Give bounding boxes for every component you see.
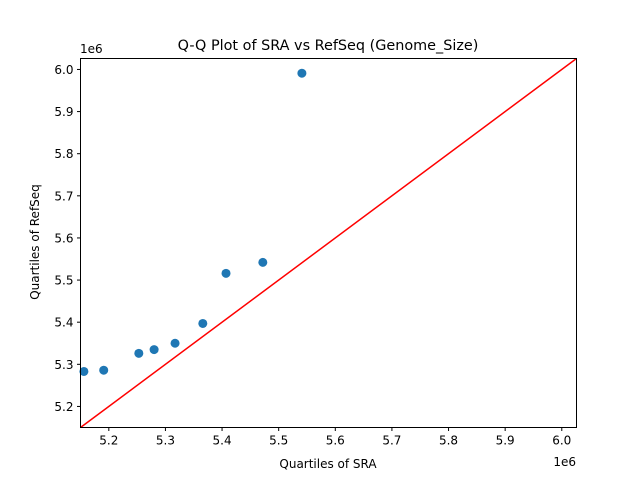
x-tick-label: 5.2 bbox=[99, 434, 118, 448]
x-tick-label: 6.0 bbox=[552, 434, 571, 448]
x-tick-label: 5.7 bbox=[382, 434, 401, 448]
plot-area-frame bbox=[80, 58, 577, 428]
y-tick-label: 5.2 bbox=[54, 400, 73, 414]
x-tick-label: 5.9 bbox=[496, 434, 515, 448]
data-point bbox=[79, 366, 89, 376]
x-tick-label: 5.3 bbox=[156, 434, 175, 448]
x-axis-label: Quartiles of SRA bbox=[279, 457, 377, 471]
data-point bbox=[258, 257, 268, 267]
x-tick-label: 5.6 bbox=[326, 434, 345, 448]
y-tick-label: 5.8 bbox=[54, 147, 73, 161]
reference-line bbox=[80, 57, 577, 429]
x-tick-label: 5.5 bbox=[269, 434, 288, 448]
y-tick-label: 5.4 bbox=[54, 316, 73, 330]
x-offset-label: 1e6 bbox=[553, 455, 576, 469]
data-point bbox=[198, 318, 208, 328]
data-point bbox=[149, 345, 159, 355]
data-point bbox=[297, 68, 307, 78]
y-tick-label: 5.5 bbox=[54, 274, 73, 288]
x-tick-label: 5.8 bbox=[439, 434, 458, 448]
y-tick-label: 5.9 bbox=[54, 105, 73, 119]
data-point bbox=[170, 338, 180, 348]
y-axis-label: Quartiles of RefSeq bbox=[28, 184, 42, 300]
y-tick-label: 6.0 bbox=[54, 63, 73, 77]
x-tick-label: 5.4 bbox=[213, 434, 232, 448]
data-point bbox=[134, 348, 144, 358]
y-tick-label: 5.3 bbox=[54, 358, 73, 372]
y-tick-label: 5.6 bbox=[54, 231, 73, 245]
data-point bbox=[99, 365, 109, 375]
y-offset-label: 1e6 bbox=[80, 42, 103, 56]
data-point bbox=[221, 268, 231, 278]
chart-title: Q-Q Plot of SRA vs RefSeq (Genome_Size) bbox=[178, 38, 479, 54]
y-tick-label: 5.7 bbox=[54, 189, 73, 203]
